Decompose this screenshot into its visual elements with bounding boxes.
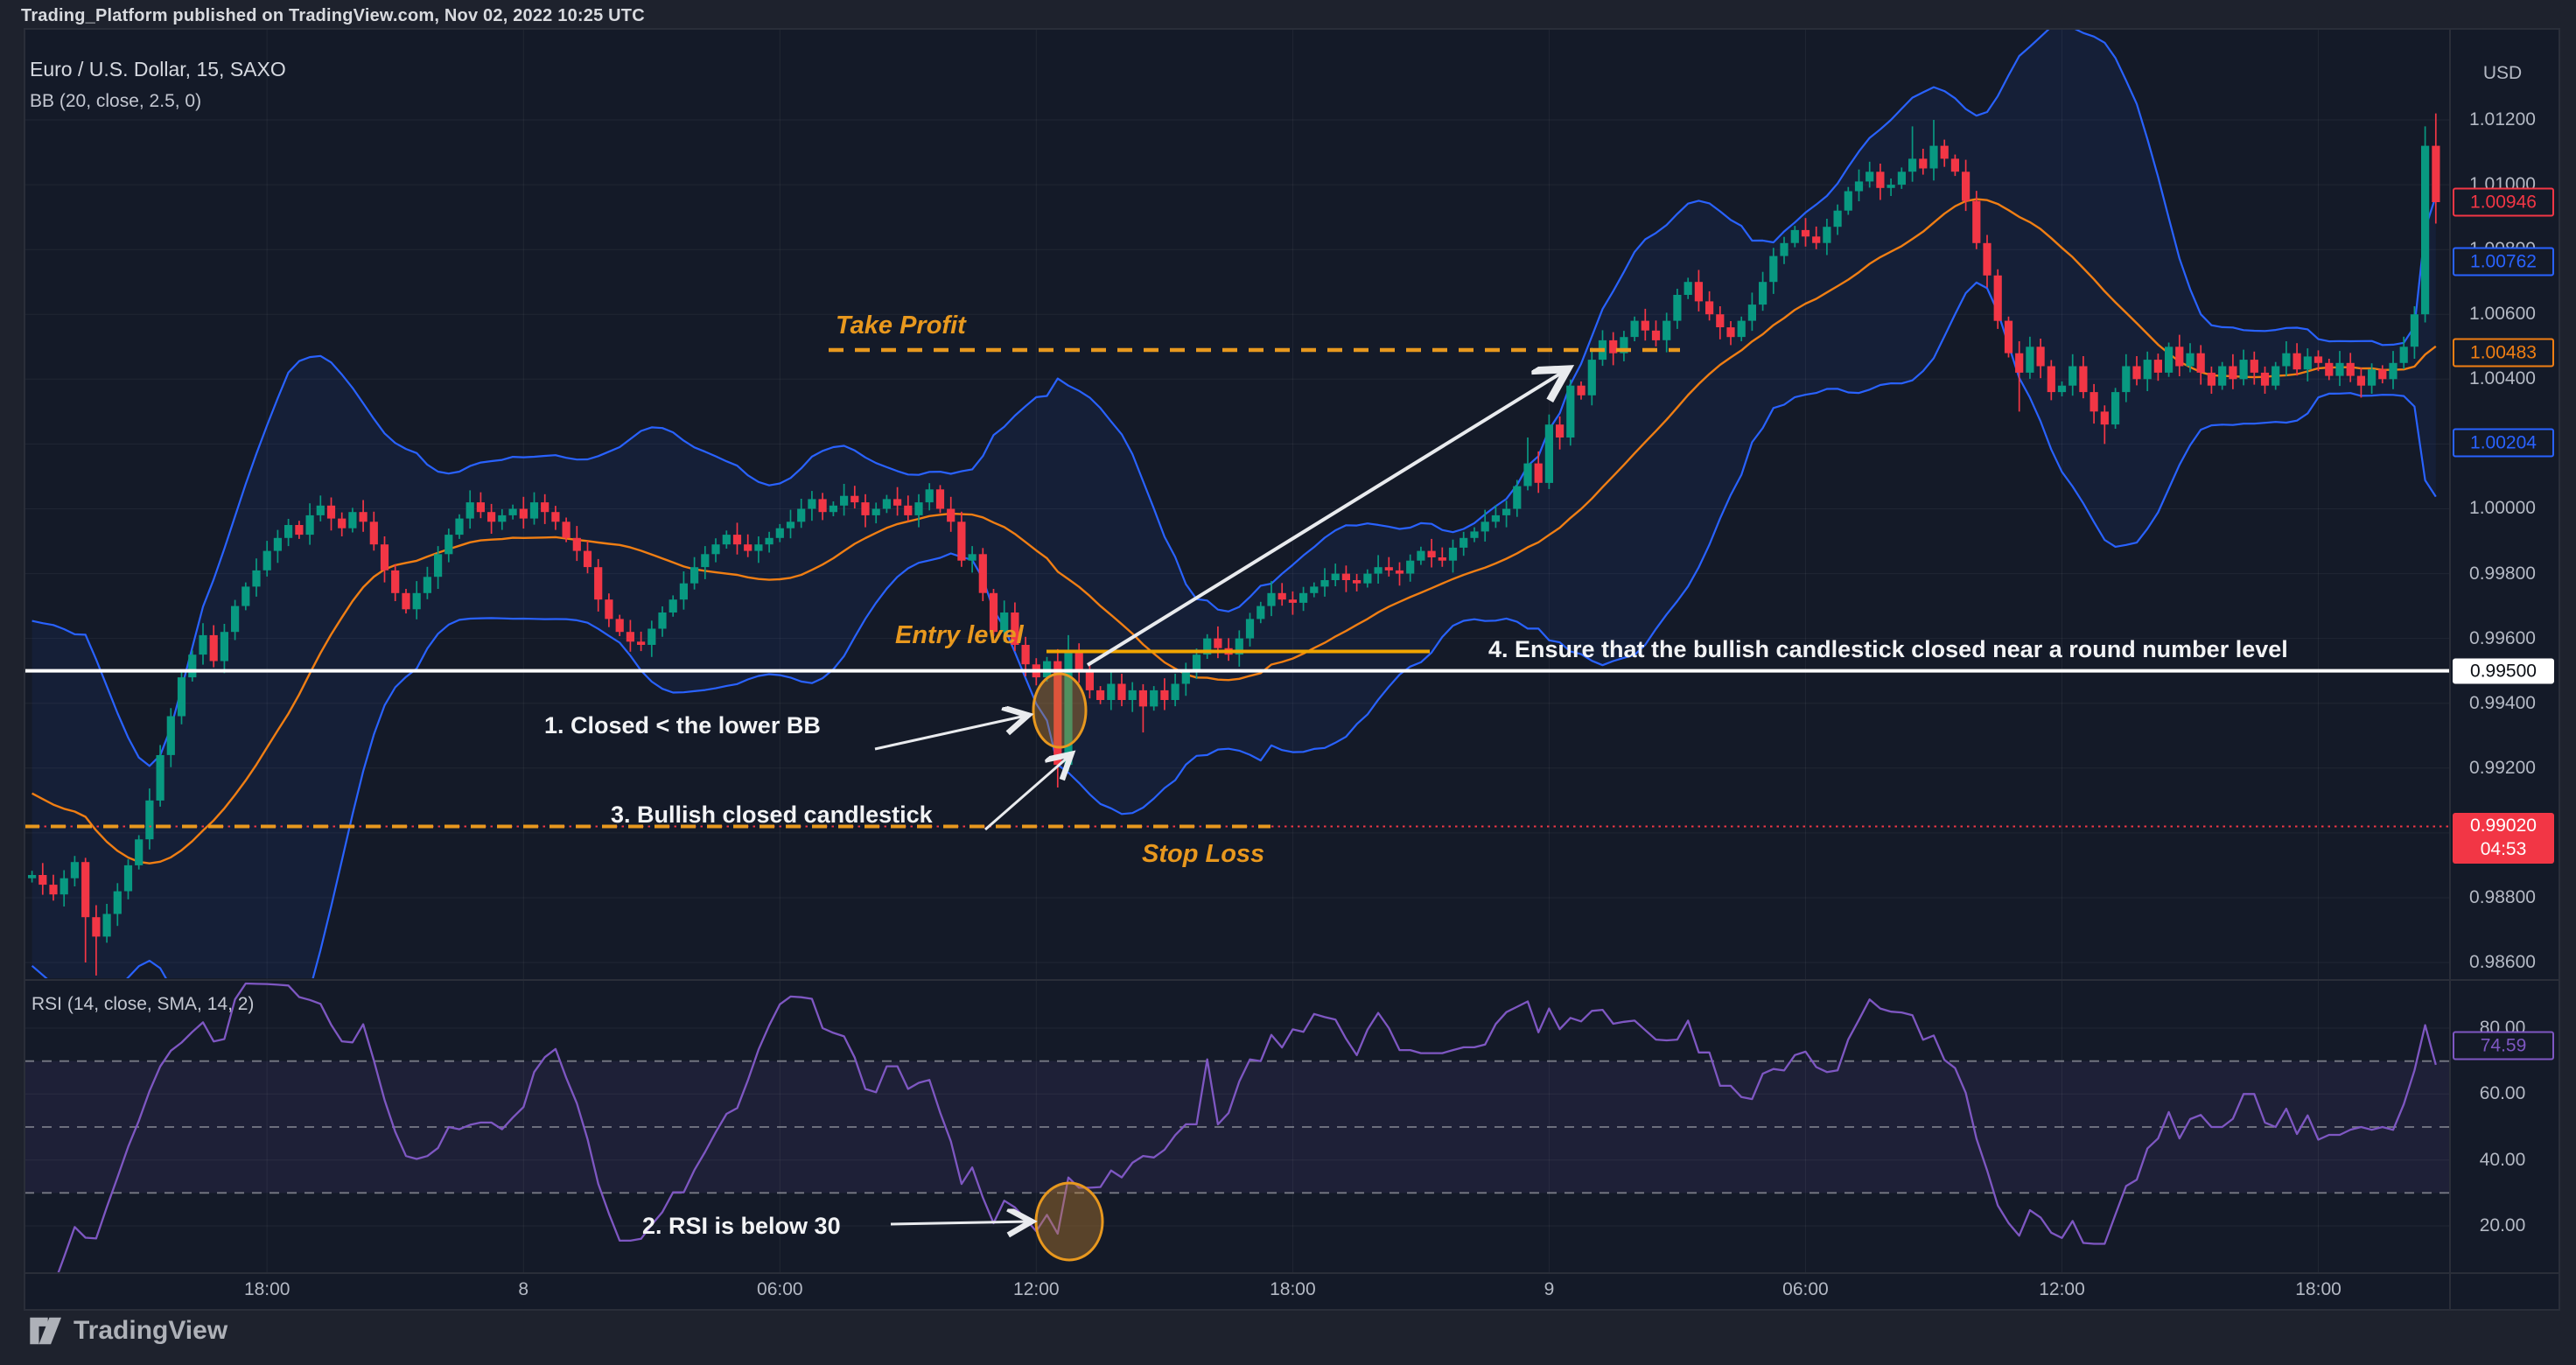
price-axis-label: 0.98800 bbox=[2469, 886, 2536, 907]
price-axis-label: 1.00400 bbox=[2469, 368, 2536, 389]
time-axis-label: 18:00 bbox=[1270, 1279, 1316, 1299]
take-profit-label[interactable]: Take Profit bbox=[836, 312, 966, 340]
tradingview-watermark-text: TradingView bbox=[74, 1316, 228, 1345]
publish-bar-text: Trading_Platform published on TradingVie… bbox=[21, 6, 645, 25]
bb-lower-badge: 1.00204 bbox=[2453, 428, 2554, 458]
price-axis-label: 1.00600 bbox=[2469, 304, 2536, 325]
entry-level-label[interactable]: Entry level bbox=[895, 621, 1024, 649]
stop-loss-label[interactable]: Stop Loss bbox=[1142, 840, 1265, 868]
note-rsi-below-30: 2. RSI is below 30 bbox=[642, 1213, 841, 1239]
time-axis-label: 9 bbox=[1544, 1279, 1555, 1299]
round-level-badge: 0.99500 bbox=[2453, 658, 2554, 684]
price-axis-label: 0.99800 bbox=[2469, 563, 2536, 584]
time-axis-label: 12:00 bbox=[1013, 1279, 1060, 1299]
rsi-axis-label: 40.00 bbox=[2479, 1149, 2526, 1170]
note-bullish-candlestick: 3. Bullish closed candlestick bbox=[611, 802, 933, 828]
note-round-number: 4. Ensure that the bullish candlestick c… bbox=[1488, 636, 2288, 662]
rsi-axis-label: 20.00 bbox=[2479, 1214, 2526, 1236]
price-axis-label: 1.00000 bbox=[2469, 498, 2536, 519]
price-axis-label: 0.98600 bbox=[2469, 952, 2536, 973]
rsi-value-badge: 74.59 bbox=[2453, 1031, 2554, 1060]
bb-upper-badge: 1.00762 bbox=[2453, 247, 2554, 276]
bb-basis-badge: 1.00483 bbox=[2453, 338, 2554, 368]
note-closed-below-bb: 1. Closed < the lower BB bbox=[544, 712, 821, 738]
time-axis-label: 12:00 bbox=[2039, 1279, 2085, 1299]
time-axis-label: 06:00 bbox=[1782, 1279, 1829, 1299]
bb-indicator-title[interactable]: BB (20, close, 2.5, 0) bbox=[30, 91, 202, 111]
time-axis-label: 18:00 bbox=[243, 1279, 290, 1299]
rsi-axis-label: 60.00 bbox=[2479, 1083, 2526, 1104]
last-price-badge: 1.00946 bbox=[2453, 187, 2554, 217]
stop-loss-badge: 0.99020 04:53 bbox=[2453, 813, 2554, 864]
price-axis-label: 0.99400 bbox=[2469, 692, 2536, 713]
axis-currency-label: USD bbox=[2482, 63, 2523, 83]
time-axis-label: 18:00 bbox=[2295, 1279, 2342, 1299]
time-axis-label: 06:00 bbox=[757, 1279, 803, 1299]
time-axis-label: 8 bbox=[518, 1279, 529, 1299]
price-axis-label: 0.99200 bbox=[2469, 757, 2536, 778]
rsi-indicator-title[interactable]: RSI (14, close, SMA, 14, 2) bbox=[32, 994, 255, 1014]
countdown-timer: 04:53 bbox=[2480, 839, 2527, 860]
tradingview-watermark[interactable]: TradingView bbox=[30, 1316, 228, 1346]
price-axis-label: 1.01200 bbox=[2469, 109, 2536, 130]
publish-bar: Trading_Platform published on TradingVie… bbox=[0, 0, 2576, 29]
price-axis-label: 0.99600 bbox=[2469, 627, 2536, 648]
symbol-title[interactable]: Euro / U.S. Dollar, 15, SAXO bbox=[30, 58, 286, 80]
tradingview-logo-icon bbox=[30, 1317, 61, 1345]
